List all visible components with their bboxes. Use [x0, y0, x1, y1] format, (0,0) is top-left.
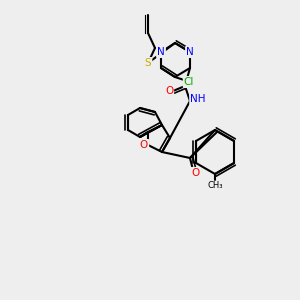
- Text: CH₃: CH₃: [207, 182, 223, 190]
- Text: N: N: [157, 47, 165, 57]
- Text: N: N: [186, 47, 194, 57]
- Text: O: O: [140, 140, 148, 150]
- Text: S: S: [145, 58, 151, 68]
- Text: NH: NH: [190, 94, 206, 104]
- Text: O: O: [191, 168, 199, 178]
- Text: O: O: [165, 86, 173, 96]
- Text: Cl: Cl: [184, 77, 194, 87]
